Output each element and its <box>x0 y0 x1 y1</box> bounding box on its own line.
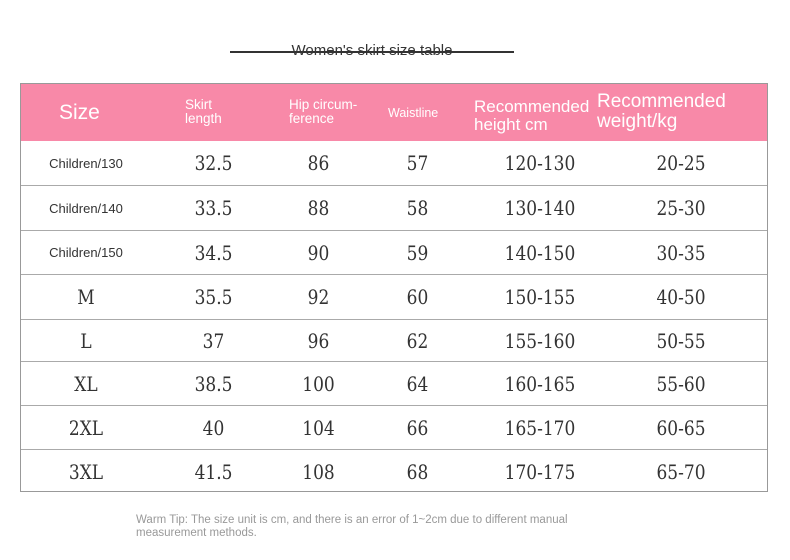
table-cell: 58 <box>406 196 429 220</box>
table-cell: 65-70 <box>656 459 706 484</box>
table-cell: 64 <box>406 371 429 396</box>
table-cell: 100 <box>302 371 335 396</box>
title-underline <box>230 51 514 53</box>
table-cell: 40-50 <box>656 285 706 309</box>
table-cell: Children/140 <box>49 200 123 216</box>
header-height: Recommended height cm <box>474 98 589 134</box>
warm-tip: Warm Tip: The size unit is cm, and there… <box>136 514 568 540</box>
table-row: XL 38.5 100 64 160-165 55-60 <box>21 361 767 405</box>
table-cell: Children/130 <box>49 155 123 171</box>
table-cell: M <box>77 285 95 309</box>
header-line: length <box>185 111 222 127</box>
header-hip: Hip circum-ference <box>289 97 358 127</box>
table-cell: 20-25 <box>656 151 706 175</box>
table-row: L 37 96 62 155-160 50-55 <box>21 319 767 361</box>
header-skirt-length: Skirt length <box>185 97 222 127</box>
table-cell: 34.5 <box>194 240 233 265</box>
table-cell: 155-160 <box>504 328 576 353</box>
table-cell: 104 <box>302 415 335 440</box>
table-cell: 50-55 <box>656 328 706 353</box>
table-cell: 68 <box>406 459 429 484</box>
table-cell: 66 <box>406 415 429 440</box>
table-cell: 55-60 <box>656 371 706 396</box>
header-line: Recommended <box>474 97 590 116</box>
table-cell: 37 <box>202 328 225 353</box>
table-cell: XL <box>74 371 98 396</box>
table-row: 2XL 40 104 66 165-170 60-65 <box>21 405 767 449</box>
table-cell: 25-30 <box>656 196 706 220</box>
table-cell: 57 <box>406 151 429 175</box>
table-cell: 120-130 <box>504 151 576 175</box>
table-cell: 38.5 <box>194 371 233 396</box>
table-cell: 3XL <box>68 459 104 484</box>
table-cell: 40 <box>202 415 225 440</box>
header-line: weight/kg <box>597 110 678 132</box>
table-row: 3XL 41.5 108 68 170-175 65-70 <box>21 449 767 493</box>
table-cell: 170-175 <box>504 459 576 484</box>
table-cell: 92 <box>307 285 330 309</box>
table-cell: 41.5 <box>194 459 233 484</box>
table-cell: 96 <box>307 328 330 353</box>
table-cell: 60 <box>406 285 429 309</box>
header-weight: Recommended weight/kg <box>597 92 726 132</box>
header-line: Recommended <box>597 91 726 112</box>
table-cell: 165-170 <box>504 415 576 440</box>
table-cell: 62 <box>406 328 429 353</box>
header-line: ference <box>289 111 335 127</box>
table-cell: 35.5 <box>194 285 233 309</box>
table-cell: L <box>80 328 92 353</box>
header-waistline: Waistline <box>388 106 439 120</box>
table-cell: 59 <box>406 240 429 265</box>
table-cell: 140-150 <box>504 240 576 265</box>
table-cell: 60-65 <box>656 415 706 440</box>
chart-title: Women's skirt size table <box>291 42 453 59</box>
table-cell: 86 <box>307 151 330 175</box>
table-cell: 2XL <box>68 415 104 440</box>
table-cell: 33.5 <box>194 196 233 220</box>
table-cell: 160-165 <box>504 371 576 396</box>
table-row: Children/150 34.5 90 59 140-150 30-35 <box>21 230 767 274</box>
table-cell: 32.5 <box>194 151 233 175</box>
table-row: Children/140 33.5 88 58 130-140 25-30 <box>21 185 767 230</box>
header-size: Size <box>59 101 100 124</box>
table-cell: 30-35 <box>656 240 706 265</box>
size-table: Size Skirt length Hip circum-ference Wais… <box>20 83 768 492</box>
table-row: M 35.5 92 60 150-155 40-50 <box>21 274 767 319</box>
table-cell: Children/150 <box>49 245 123 260</box>
header-line: height cm <box>474 114 548 134</box>
table-row: Children/130 32.5 86 57 120-130 20-25 <box>21 141 767 185</box>
table-header: Size Skirt length Hip circum-ference Wais… <box>21 84 767 141</box>
table-cell: 88 <box>307 196 330 220</box>
table-cell: 108 <box>302 459 335 484</box>
header-line: Hip circum- <box>289 97 358 112</box>
header-line: Skirt <box>185 97 212 112</box>
table-cell: 130-140 <box>504 196 576 220</box>
table-cell: 90 <box>307 240 330 265</box>
table-cell: 150-155 <box>504 285 576 309</box>
